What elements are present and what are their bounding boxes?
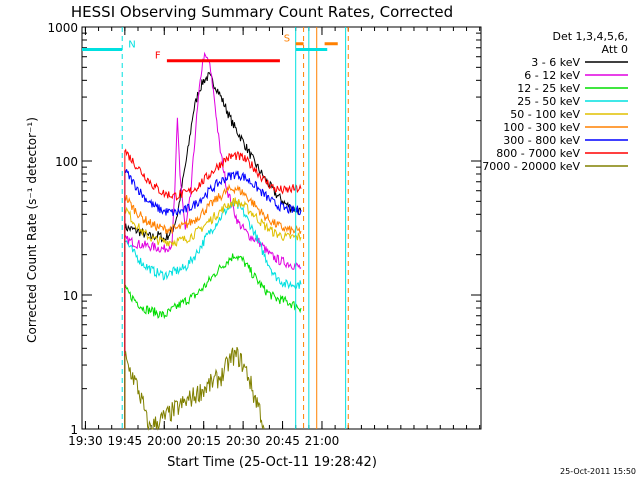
y-tick-label: 1000: [47, 21, 78, 35]
y-tick-label: 1: [70, 423, 78, 437]
legend-label-6: 100 - 300 keV: [503, 121, 580, 134]
x-tick-label: 20:00: [147, 434, 182, 448]
x-tick-label: 19:45: [108, 434, 143, 448]
y-axis-label: Corrected Count Rate (s⁻¹ detector⁻¹): [25, 117, 39, 343]
series-line-9: [124, 346, 265, 431]
legend-subtitle: Att 0: [602, 43, 628, 56]
series-line-3: [124, 253, 302, 320]
series-line-6: [124, 183, 302, 235]
legend-label-5: 50 - 100 keV: [510, 108, 580, 121]
x-tick-label: 20:45: [265, 434, 300, 448]
chart-title: HESSI Observing Summary Count Rates, Cor…: [71, 3, 453, 21]
legend-label-7: 300 - 800 keV: [503, 134, 580, 147]
x-tick-label: 21:00: [305, 434, 340, 448]
x-tick-label: 20:15: [186, 434, 221, 448]
interval-label-s: S: [284, 34, 290, 45]
timestamp: 25-Oct-2011 15:50: [560, 467, 636, 476]
series-line-4: [124, 199, 302, 291]
annotation-group: N F S: [82, 27, 349, 429]
x-axis-label: Start Time (25-Oct-11 19:28:42): [167, 455, 377, 470]
plot-axes: 19:30 19:45 20:00 20:15 20:30 20:45 21:00 1 10 10…: [47, 21, 482, 448]
series-line-2: [124, 51, 302, 270]
y-tick-label: 100: [55, 155, 78, 169]
x-tick-label: 19:30: [68, 434, 103, 448]
legend-label-4: 25 - 50 keV: [517, 95, 580, 108]
legend-title: Det 1,3,4,5,6,: [552, 30, 628, 43]
y-tick-label: 10: [63, 289, 78, 303]
series-group: [124, 51, 302, 431]
legend-label-1: 3 - 6 keV: [531, 56, 580, 69]
plot-frame: [81, 26, 482, 430]
x-tick-label: 20:30: [226, 434, 261, 448]
legend-label-2: 6 - 12 keV: [524, 69, 580, 82]
series-line-7: [124, 169, 302, 217]
interval-label-f: F: [155, 51, 161, 62]
series-line-8: [124, 148, 302, 201]
legend-label-9: 7000 - 20000 keV: [482, 160, 580, 173]
legend-label-8: 800 - 7000 keV: [496, 147, 580, 160]
legend-label-3: 12 - 25 keV: [517, 82, 580, 95]
series-line-5: [124, 197, 302, 247]
interval-label-n: N: [128, 39, 135, 50]
